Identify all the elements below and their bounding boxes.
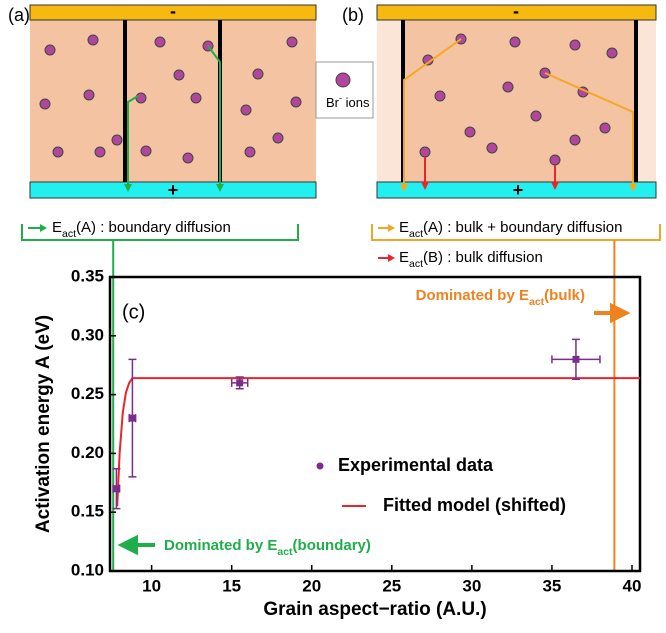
legend-label: Fitted model (shifted)	[383, 495, 566, 515]
label-part: E	[399, 219, 409, 236]
label-part: -	[339, 93, 342, 103]
electrode-sign: +	[513, 180, 524, 200]
label-part: act	[409, 258, 423, 270]
data-point	[236, 379, 244, 387]
diffusion-path	[127, 95, 139, 190]
ion-legend-dot	[335, 72, 351, 88]
bracket	[21, 224, 299, 241]
panel-b	[376, 4, 657, 199]
label-part: act	[529, 296, 545, 308]
top-electrode	[29, 4, 317, 21]
data-point	[572, 355, 580, 363]
x-tick-label: 10	[142, 576, 161, 595]
annotation-arrow	[594, 302, 631, 324]
top-electrode	[376, 4, 657, 21]
x-tick-label: 35	[542, 576, 561, 595]
y-tick-label: 0.25	[71, 384, 104, 403]
label-part: Dominated by E	[416, 287, 529, 304]
x-tick-label: 30	[462, 576, 481, 595]
ions	[39, 34, 302, 164]
label-part: act	[62, 228, 76, 240]
label: Dominated by Eact(bulk)	[416, 287, 585, 308]
label-part: E	[399, 249, 409, 266]
label: Br- ions	[326, 93, 370, 110]
arrowhead	[388, 224, 395, 232]
panel-label: (b)	[342, 5, 364, 25]
y-axis-label: Activation energy A (eV)	[33, 315, 54, 533]
label-part: E	[52, 219, 62, 236]
fit-line	[116, 377, 640, 507]
ions	[419, 33, 618, 166]
diffusion-path	[207, 45, 221, 190]
y-tick-label: 0.20	[71, 443, 104, 462]
arrowhead	[388, 254, 395, 262]
bracket	[371, 224, 661, 241]
legend-marker	[316, 462, 324, 470]
annotation-arrow	[117, 534, 155, 556]
y-tick-label: 0.15	[71, 502, 104, 521]
electrode-sign: -	[513, 1, 519, 21]
data-point	[112, 485, 120, 493]
data-point	[128, 414, 136, 422]
label-part: (A) : boundary diffusion	[76, 219, 231, 236]
label: Eact(A) : boundary diffusion	[52, 219, 231, 240]
label-part: (A) : bulk + boundary diffusion	[423, 219, 622, 236]
x-tick-label: 40	[623, 576, 642, 595]
label-part: ions	[342, 95, 370, 110]
label: Eact(A) : bulk + boundary diffusion	[399, 219, 622, 240]
panel-label: (a)	[8, 5, 30, 25]
diffusion-path	[544, 72, 634, 190]
bottom-electrode	[29, 181, 317, 199]
label: Dominated by Eact(boundary)	[164, 537, 371, 558]
label-part: Dominated by E	[164, 537, 277, 554]
legend-label: Experimental data	[338, 455, 494, 475]
x-tick-label: 20	[302, 576, 321, 595]
grain-area	[30, 20, 316, 182]
bottom-electrode	[376, 181, 657, 199]
arrowhead	[40, 224, 47, 232]
label-part: act	[409, 228, 423, 240]
y-tick-label: 0.30	[71, 325, 104, 344]
y-tick-label: 0.10	[71, 560, 104, 579]
x-tick-label: 25	[382, 576, 401, 595]
electrode-sign: -	[170, 1, 176, 21]
ion-legend-box	[315, 61, 374, 119]
panel-a	[29, 4, 317, 199]
label-part: (bulk)	[544, 287, 585, 304]
diffusion-path	[403, 38, 462, 190]
label-part: Br	[326, 95, 340, 110]
y-tick-label: 0.35	[71, 266, 104, 285]
x-axis-label: Grain aspect−ratio (A.U.)	[263, 599, 486, 620]
panel-label: (c)	[122, 301, 145, 323]
plot-frame	[108, 275, 642, 573]
label: Eact(B) : bulk diffusion	[399, 249, 543, 270]
label-part: act	[277, 546, 293, 558]
label-part: (boundary)	[293, 537, 371, 554]
label-part: (B) : bulk diffusion	[423, 249, 543, 266]
electrode-sign: +	[168, 180, 179, 200]
x-tick-label: 15	[222, 576, 241, 595]
